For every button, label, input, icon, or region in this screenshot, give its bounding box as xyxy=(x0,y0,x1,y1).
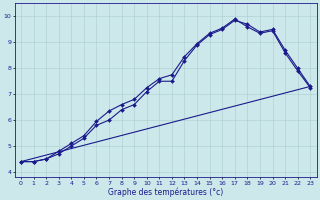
X-axis label: Graphe des températures (°c): Graphe des températures (°c) xyxy=(108,187,223,197)
